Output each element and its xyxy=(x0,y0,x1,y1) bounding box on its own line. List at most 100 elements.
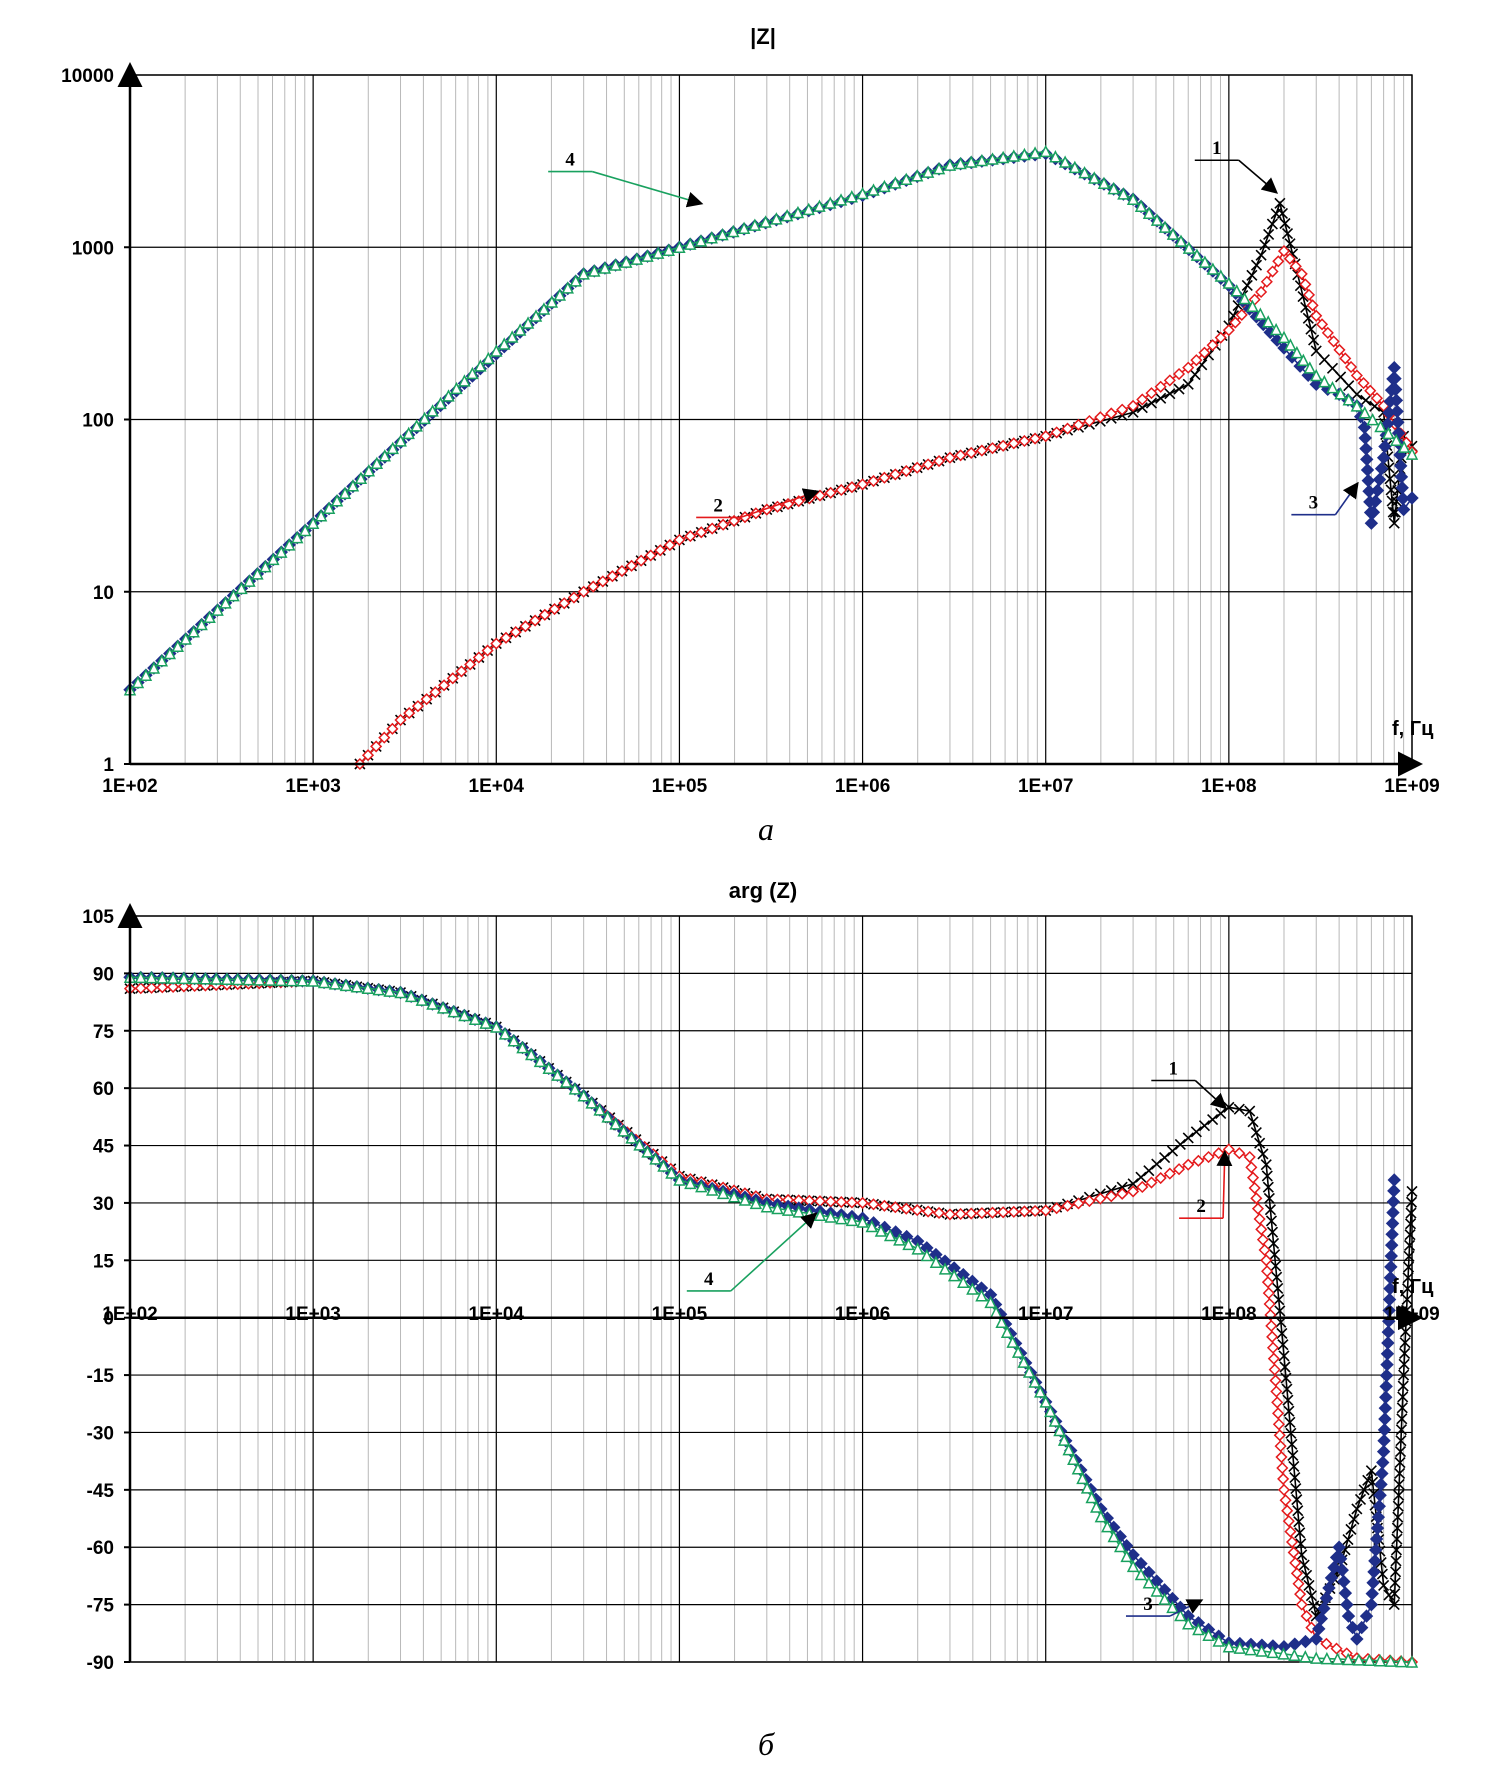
series-1-point xyxy=(1283,1405,1295,1417)
series-3-point xyxy=(1368,1554,1382,1568)
series-2-point xyxy=(1277,1472,1290,1485)
series-4-point xyxy=(243,574,256,587)
series-3-point xyxy=(1405,491,1419,505)
series-2-point xyxy=(1290,1567,1303,1580)
series-4-point xyxy=(651,246,665,259)
series-1-point xyxy=(1397,1380,1409,1392)
series-2-point xyxy=(1266,1330,1279,1343)
series-4-point xyxy=(568,1082,582,1095)
series-1-point xyxy=(1198,1120,1211,1132)
series-1-point xyxy=(1215,1107,1227,1119)
series-2-point xyxy=(1229,316,1242,329)
series-2-point xyxy=(1039,430,1052,443)
series-2-point xyxy=(1251,1202,1265,1215)
series-3-point xyxy=(1369,1543,1383,1557)
series-2-point xyxy=(1061,1199,1074,1212)
series-4-point xyxy=(1071,1462,1085,1475)
series-1-point xyxy=(1351,388,1363,400)
series-4-point xyxy=(1094,1509,1108,1523)
y-tick-label: 0 xyxy=(103,1309,114,1330)
series-1-point xyxy=(1399,1337,1411,1349)
series-4-point xyxy=(1262,315,1275,328)
x-tick-label: 1E+09 xyxy=(1384,1304,1439,1325)
series-1-point xyxy=(1342,1534,1354,1546)
series-2-point xyxy=(1233,1147,1246,1160)
series-3-point xyxy=(1385,1227,1399,1241)
series-layer xyxy=(123,144,1419,771)
series-4-point xyxy=(1303,361,1317,374)
series-3-point xyxy=(1319,1591,1334,1605)
series-2-point xyxy=(1266,265,1279,278)
series-2-point xyxy=(1330,1642,1343,1655)
series-4-point xyxy=(1158,1592,1171,1605)
series-2-point xyxy=(867,474,880,488)
series-1-point xyxy=(1390,1566,1402,1578)
series-2-point xyxy=(1050,426,1063,439)
series-1-point xyxy=(1143,1165,1155,1177)
series-3-point xyxy=(1379,1390,1393,1404)
series-2-point xyxy=(1172,1163,1186,1176)
series-1-point xyxy=(1365,1465,1377,1477)
series-3-point xyxy=(1379,1379,1393,1394)
series-4-point xyxy=(975,1289,988,1302)
series-4-point xyxy=(283,538,296,551)
series-4-point xyxy=(684,1176,697,1190)
series-4-point xyxy=(1126,1559,1140,1573)
series-4-point xyxy=(1057,1433,1071,1446)
series-1-point xyxy=(1279,217,1291,230)
series-1-point xyxy=(1393,1478,1405,1490)
series-2-point xyxy=(1320,1637,1333,1650)
series-2-point xyxy=(548,602,561,616)
series-4-point xyxy=(1028,1375,1041,1388)
series-1-point xyxy=(1246,269,1258,281)
series-2-point xyxy=(464,658,477,671)
series-4-point xyxy=(929,1255,943,1268)
series-2-point xyxy=(1261,1276,1274,1289)
series-4-point xyxy=(585,1096,598,1109)
impedance-magnitude-chart: |Z| 1E+02 1E+03 1E+04 1E+05 1E+06 1E+07 1E+08 1… xyxy=(61,24,1440,847)
series-2-point xyxy=(538,608,551,621)
series-2-point xyxy=(1190,354,1203,367)
series-4-point xyxy=(943,158,957,171)
series-4-point xyxy=(748,218,762,231)
series-4-point xyxy=(458,374,471,387)
plot-frame xyxy=(129,915,1413,1663)
series-2-point xyxy=(1287,1546,1300,1559)
series-2-point xyxy=(361,749,375,762)
x-tick-label: 1E+07 xyxy=(1018,1304,1073,1325)
series-4-point xyxy=(662,243,676,256)
series-4-line xyxy=(129,150,1413,691)
series-1-point xyxy=(1406,1185,1418,1198)
series-1-point xyxy=(1262,1181,1274,1193)
series-3-point xyxy=(1386,1205,1400,1220)
y-tick-label: 45 xyxy=(93,1137,115,1158)
series-1-point xyxy=(1389,1588,1401,1600)
grid xyxy=(129,74,1413,765)
series-3-point xyxy=(1384,1238,1399,1252)
series-2-point xyxy=(1295,1598,1308,1611)
series-1-point xyxy=(1277,1339,1289,1351)
series-2-point xyxy=(986,442,999,455)
series-3-point xyxy=(1340,1597,1354,1612)
series-2-point xyxy=(1292,1577,1305,1590)
series-1-point xyxy=(1303,1579,1315,1592)
series-1-point xyxy=(1276,207,1289,219)
series-4-point xyxy=(727,224,740,238)
series-2-point xyxy=(509,626,522,639)
series-4-point xyxy=(354,471,368,485)
series-3-point xyxy=(1366,505,1381,519)
series-2-point xyxy=(1265,1319,1278,1332)
series-1-point xyxy=(1386,495,1398,507)
series-4-point xyxy=(1310,1651,1323,1664)
series-4-point xyxy=(791,205,805,219)
series-2-point xyxy=(1350,369,1363,382)
series-2-point xyxy=(1258,1243,1271,1257)
series-1-point xyxy=(1343,380,1355,392)
figure-caption: a xyxy=(758,811,774,847)
series-3-point xyxy=(1376,1455,1390,1470)
series-4-point xyxy=(1331,1652,1344,1665)
series-2-point xyxy=(1145,1176,1158,1189)
series-2-point xyxy=(878,1199,891,1212)
series-4-point xyxy=(966,1282,979,1295)
y-tick-label: -30 xyxy=(87,1423,114,1444)
